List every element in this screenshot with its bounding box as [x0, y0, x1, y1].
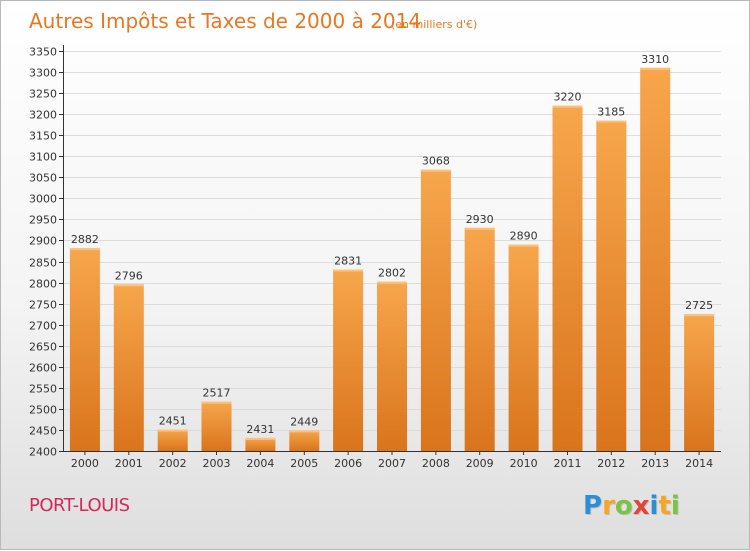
x-tick-label-2013: 2013 [641, 457, 669, 470]
logo-letter: o [614, 491, 633, 521]
bar-top-highlight [157, 429, 188, 432]
y-tick-label: 3100 [29, 151, 57, 164]
bar-top-highlight [377, 281, 407, 284]
y-tick-label: 2650 [29, 341, 57, 354]
data-label-2000: 2882 [71, 233, 99, 246]
x-tick-label-2014: 2014 [685, 457, 713, 470]
y-tick-label: 2600 [29, 362, 57, 375]
bar-2007 [377, 281, 407, 451]
bar-top-highlight [508, 244, 539, 247]
bar-2011 [552, 105, 583, 451]
logo-letter: i [670, 491, 680, 521]
x-tick-label-2005: 2005 [290, 457, 318, 470]
logo-letter: t [658, 491, 671, 521]
bar-2004 [245, 437, 276, 451]
city-name: PORT-LOUIS [29, 495, 130, 516]
chart-subtitle: (en milliers d'€) [391, 18, 477, 31]
y-tick-label: 3350 [29, 46, 57, 59]
chart-title: Autres Impôts et Taxes de 2000 à 2014 [29, 9, 421, 33]
y-tick-label: 2850 [29, 257, 57, 270]
proxiti-logo: Proxiti [583, 491, 680, 521]
logo-letter: P [583, 491, 603, 521]
data-label-2008: 3068 [422, 155, 450, 168]
bar-top-highlight [69, 248, 100, 251]
data-label-2003: 2517 [203, 387, 231, 400]
bar-2014 [684, 314, 715, 451]
data-label-2012: 3185 [597, 106, 625, 119]
x-tick-label-2006: 2006 [334, 457, 362, 470]
bar-top-highlight [333, 269, 364, 272]
data-label-2013: 3310 [641, 53, 669, 66]
bar-2012 [596, 120, 627, 451]
y-tick-label: 3300 [29, 67, 57, 80]
y-tick-label: 3200 [29, 109, 57, 122]
x-tick-label-2004: 2004 [246, 457, 274, 470]
x-tick-label-2008: 2008 [422, 457, 450, 470]
y-tick-label: 2550 [29, 383, 57, 396]
x-tick-label-2009: 2009 [466, 457, 494, 470]
bar-top-highlight [552, 105, 583, 108]
x-tick-label-2001: 2001 [115, 457, 143, 470]
logo-letter: r [602, 491, 615, 521]
x-tick-label-2012: 2012 [597, 457, 625, 470]
data-label-2011: 3220 [554, 91, 582, 104]
data-label-2014: 2725 [685, 299, 713, 312]
data-label-2009: 2930 [466, 213, 494, 226]
x-tick-label-2011: 2011 [554, 457, 582, 470]
bar-top-highlight [420, 169, 451, 172]
bar-top-highlight [684, 314, 715, 317]
x-tick-label-2002: 2002 [159, 457, 187, 470]
bar-top-highlight [201, 401, 232, 404]
logo-letter: i [649, 491, 659, 521]
x-tick-label-2000: 2000 [71, 457, 99, 470]
bar-top-highlight [640, 67, 671, 70]
x-tick-label-2007: 2007 [378, 457, 406, 470]
y-tick-label: 2700 [29, 320, 57, 333]
y-tick-label: 2900 [29, 235, 57, 248]
bar-2002 [157, 429, 188, 451]
bar-2010 [508, 244, 539, 451]
bar-2006 [333, 269, 364, 451]
data-label-2005: 2449 [290, 415, 318, 428]
bar-2008 [420, 169, 451, 451]
logo-letter: x [632, 491, 650, 521]
bar-top-highlight [596, 120, 627, 123]
bar-2005 [289, 430, 320, 451]
y-tick-label: 2450 [29, 425, 57, 438]
x-tick-label-2010: 2010 [510, 457, 538, 470]
y-tick-label: 2400 [29, 446, 57, 459]
data-label-2010: 2890 [510, 230, 538, 243]
y-tick-label: 3050 [29, 172, 57, 185]
bar-2009 [464, 227, 495, 451]
y-tick-label: 3150 [29, 130, 57, 143]
bar-top-highlight [245, 437, 276, 440]
data-label-2007: 2802 [378, 267, 406, 280]
y-tick-label: 3000 [29, 193, 57, 206]
bar-2003 [201, 401, 232, 451]
data-label-2001: 2796 [115, 269, 143, 282]
y-tick-label: 2500 [29, 404, 57, 417]
data-label-2002: 2451 [159, 415, 187, 428]
bar-2000 [69, 248, 100, 451]
data-label-2006: 2831 [334, 255, 362, 268]
bar-2013 [640, 67, 671, 452]
y-tick-label: 2750 [29, 299, 57, 312]
bar-2001 [113, 284, 144, 451]
bar-top-highlight [289, 430, 320, 433]
y-tick-label: 2950 [29, 214, 57, 227]
data-label-2004: 2431 [246, 423, 274, 436]
x-tick-label-2003: 2003 [203, 457, 231, 470]
bar-top-highlight [113, 284, 144, 287]
y-tick-label: 3250 [29, 88, 57, 101]
y-tick-label: 2800 [29, 278, 57, 291]
bar-top-highlight [464, 227, 495, 230]
